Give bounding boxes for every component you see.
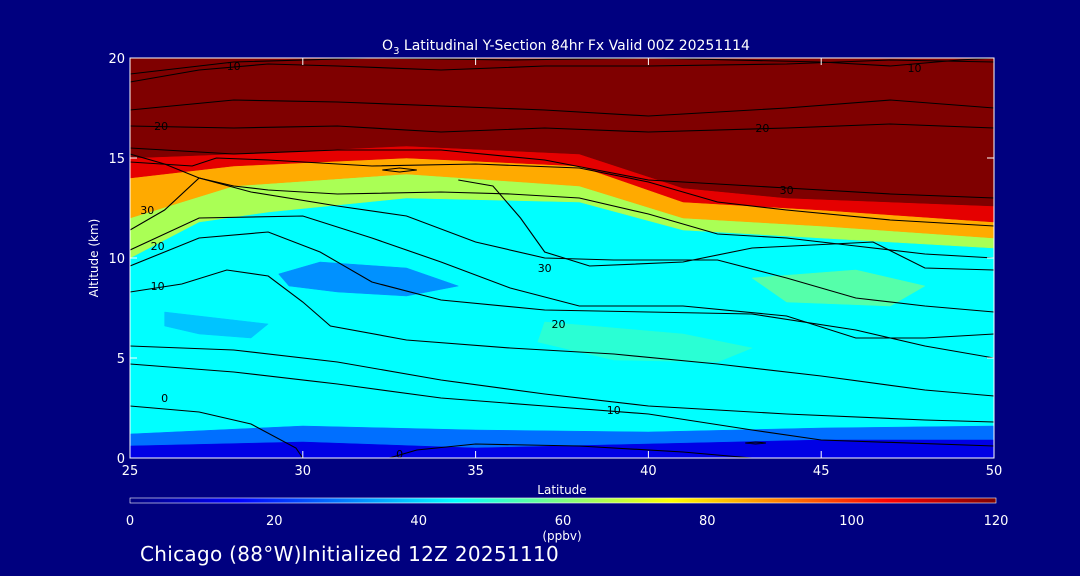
contour-line: [130, 363, 994, 447]
contour-line: [382, 167, 417, 173]
concentration-region: [164, 311, 269, 339]
contour-line: [130, 215, 994, 339]
x-tick-label: 35: [467, 464, 484, 479]
y-tick-label: 15: [108, 152, 125, 167]
colorbar-tick-label: 40: [410, 514, 427, 529]
contour-label: 0: [161, 392, 168, 405]
y-tick-label: 0: [117, 452, 125, 467]
contour-line: [458, 179, 994, 271]
colorbar-tick-label: 80: [699, 514, 716, 529]
contour-line: [130, 157, 994, 227]
chart-title: O3 Latitudinal Y-Section 84hr Fx Valid 0…: [382, 38, 750, 57]
colorbar-tick-label: 20: [266, 514, 283, 529]
y-axis-label: Altitude (km): [87, 219, 101, 298]
y-tick-label: 5: [117, 352, 125, 367]
contour-label: 10: [227, 60, 241, 73]
contour-line: [745, 441, 766, 445]
contour-label: 10: [151, 280, 165, 293]
concentration-region: [130, 58, 994, 207]
contour-label: 30: [780, 184, 794, 197]
x-tick-label: 50: [986, 464, 1003, 479]
contour-label: 20: [755, 122, 769, 135]
contour-label: 0: [396, 448, 403, 461]
title-species: O: [382, 38, 393, 54]
y-axis: 0 5 10 15 20: [108, 52, 994, 467]
x-axis: 25 30 35 40 45 50: [122, 58, 1003, 479]
contour-lines: 0 0 10 10 20 20 30 30 30 20 20 10 10: [130, 58, 994, 461]
concentration-region: [130, 439, 994, 458]
x-tick-label: 30: [295, 464, 312, 479]
colorbar: [129, 497, 997, 504]
contour-label: 30: [538, 262, 552, 275]
contour-line: [130, 269, 994, 397]
concentration-region: [751, 269, 926, 307]
contour-line: [130, 405, 304, 458]
heatmap-fill: [130, 58, 994, 458]
contour-label: 30: [140, 204, 154, 217]
x-axis-label: Latitude: [537, 483, 586, 497]
contour-line: [130, 147, 994, 199]
contour-line: [130, 59, 994, 83]
colorbar-unit-label: (ppbv): [542, 529, 581, 543]
y-tick-label: 20: [108, 52, 125, 67]
x-tick-label: 45: [813, 464, 830, 479]
contour-line: [130, 58, 994, 75]
contour-line: [130, 153, 994, 259]
contour-line: [130, 99, 994, 117]
contour-line: [130, 345, 994, 423]
contour-label: 20: [151, 240, 165, 253]
concentration-region: [537, 321, 753, 363]
colorbar-tick-label: 100: [839, 514, 864, 529]
footer-caption: Chicago (88°W)Initialized 12Z 20251110: [140, 542, 560, 566]
contour-label: 10: [908, 62, 922, 75]
contour-line: [130, 123, 994, 133]
contour-line: [389, 443, 753, 458]
contour-line: [130, 231, 994, 359]
contour-label: 20: [552, 318, 566, 331]
contour-label: 10: [607, 404, 621, 417]
colorbar-tick-label: 120: [984, 514, 1009, 529]
y-tick-label: 10: [108, 252, 125, 267]
title-text: Latitudinal Y-Section 84hr Fx Valid 00Z …: [399, 38, 750, 54]
title-subscript: 3: [393, 46, 399, 57]
contour-label: 20: [154, 120, 168, 133]
x-tick-label: 25: [122, 464, 139, 479]
colorbar-ticks: 0 20 40 60 80 100 120: [126, 514, 1009, 529]
colorbar-tick-label: 60: [555, 514, 572, 529]
colorbar-tick-label: 0: [126, 514, 134, 529]
x-tick-label: 40: [640, 464, 657, 479]
concentration-region: [278, 261, 460, 297]
